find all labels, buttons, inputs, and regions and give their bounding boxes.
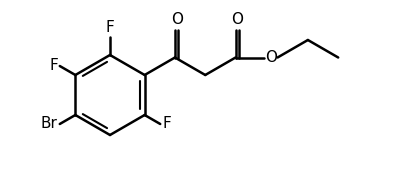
- Text: F: F: [49, 58, 58, 74]
- Text: O: O: [231, 12, 243, 27]
- Text: F: F: [105, 20, 114, 35]
- Text: F: F: [162, 117, 171, 131]
- Text: O: O: [171, 12, 183, 27]
- Text: O: O: [265, 50, 278, 65]
- Text: Br: Br: [41, 117, 58, 131]
